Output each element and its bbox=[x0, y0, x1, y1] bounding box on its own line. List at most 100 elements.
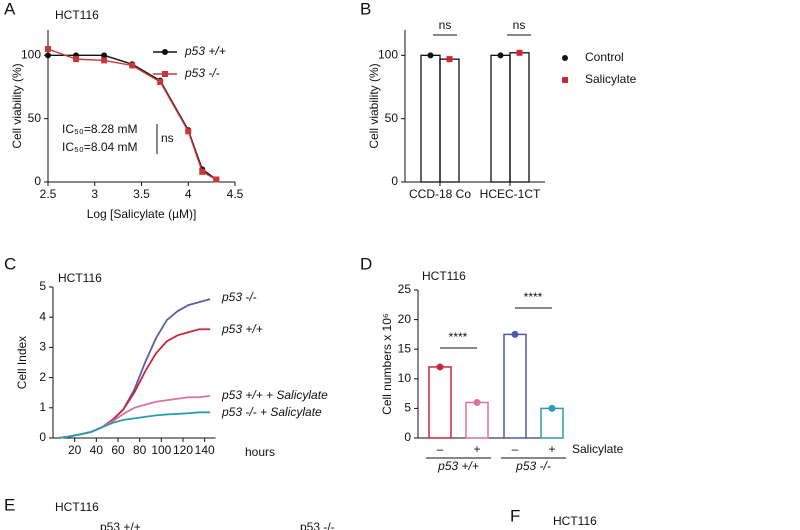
y-tick-label: 100 bbox=[21, 48, 41, 62]
x-tick-label: 20 bbox=[68, 443, 82, 457]
x-tick-label: 40 bbox=[90, 443, 104, 457]
marker bbox=[73, 56, 80, 63]
legend-label: Salicylate bbox=[585, 72, 637, 86]
y-tick-label: 20 bbox=[398, 312, 412, 326]
x-axis-label: Log [Salicylate (µM)] bbox=[87, 207, 197, 221]
y-tick-label: 15 bbox=[398, 341, 412, 355]
annotation: IC₅₀=8.04 mM bbox=[62, 140, 138, 154]
x-tick-label: 80 bbox=[133, 443, 147, 457]
marker bbox=[129, 62, 136, 69]
y-tick-label: 5 bbox=[404, 401, 411, 415]
x-axis-label: hours bbox=[245, 445, 275, 459]
line bbox=[58, 394, 211, 439]
y-tick-label: 2 bbox=[39, 370, 46, 384]
x-tick-label: HCEC-1CT bbox=[480, 187, 541, 201]
panel-subtitle: HCT116 bbox=[55, 500, 99, 514]
x-tick-label: + bbox=[548, 442, 555, 456]
marker bbox=[562, 77, 568, 83]
annotation: Salicylate bbox=[572, 442, 624, 456]
marker bbox=[473, 398, 481, 406]
x-tick-label: 120 bbox=[173, 443, 193, 457]
series-label: p53 +/+ bbox=[221, 322, 263, 336]
marker bbox=[101, 57, 108, 64]
panel-subtitle: HCT116 bbox=[553, 514, 597, 528]
panel-label: C bbox=[4, 254, 16, 273]
marker bbox=[562, 55, 568, 61]
bar bbox=[439, 58, 460, 183]
x-tick-label: CCD-18 Co bbox=[409, 187, 471, 201]
annotation: **** bbox=[449, 330, 468, 344]
marker bbox=[497, 52, 504, 59]
x-tick-label: 140 bbox=[195, 443, 215, 457]
marker bbox=[101, 52, 108, 59]
bar bbox=[540, 407, 564, 439]
marker bbox=[446, 56, 453, 63]
x-tick-label: 3 bbox=[91, 187, 98, 201]
marker bbox=[162, 71, 168, 77]
marker bbox=[427, 52, 434, 59]
annotation: ns bbox=[161, 131, 174, 145]
y-tick-label: 50 bbox=[28, 111, 42, 125]
annotation: **** bbox=[524, 290, 543, 304]
bar bbox=[428, 366, 452, 439]
marker bbox=[45, 52, 51, 59]
y-axis-label: Cell numbers x 10⁶ bbox=[380, 313, 394, 415]
panel-label: A bbox=[4, 0, 16, 18]
group-label: p53 -/- bbox=[300, 520, 335, 530]
series-label: p53 -/- bbox=[221, 290, 257, 304]
marker bbox=[548, 404, 556, 412]
x-tick-label: – bbox=[437, 442, 444, 456]
x-tick-label: 100 bbox=[151, 443, 171, 457]
panel-subtitle: HCT116 bbox=[55, 8, 99, 22]
panel-label: D bbox=[360, 254, 372, 273]
group-label: p53 -/- bbox=[515, 459, 551, 473]
bar bbox=[420, 54, 441, 183]
y-tick-label: 4 bbox=[39, 309, 46, 323]
panel-label: F bbox=[510, 506, 520, 525]
annotation: ns bbox=[513, 18, 526, 32]
marker bbox=[199, 168, 206, 175]
y-tick-label: 3 bbox=[39, 340, 46, 354]
y-tick-label: 25 bbox=[398, 282, 412, 296]
marker bbox=[516, 49, 523, 56]
panel-label: B bbox=[360, 0, 371, 18]
y-tick-label: 10 bbox=[398, 371, 412, 385]
x-tick-label: 4 bbox=[185, 187, 192, 201]
marker bbox=[511, 330, 519, 338]
x-tick-label: 60 bbox=[111, 443, 125, 457]
y-tick-label: 0 bbox=[391, 174, 398, 188]
annotation: IC₅₀=8.28 mM bbox=[62, 122, 138, 136]
y-axis-label: Cell viability (%) bbox=[367, 63, 381, 148]
y-axis-label: Cell Index bbox=[15, 336, 29, 389]
group-label: p53 +/+ bbox=[437, 459, 479, 473]
x-tick-label: – bbox=[512, 442, 519, 456]
bar bbox=[465, 401, 489, 439]
y-tick-label: 0 bbox=[404, 430, 411, 444]
y-tick-label: 0 bbox=[34, 174, 41, 188]
legend-label: Control bbox=[585, 50, 624, 64]
panel-label: E bbox=[4, 495, 15, 514]
line bbox=[58, 328, 211, 439]
marker bbox=[436, 363, 444, 371]
series-label: p53 -/- + Salicylate bbox=[221, 405, 322, 419]
marker bbox=[213, 176, 220, 183]
marker bbox=[185, 128, 192, 135]
bar bbox=[490, 54, 511, 183]
y-tick-label: 1 bbox=[39, 400, 46, 414]
x-tick-label: + bbox=[473, 442, 480, 456]
line bbox=[58, 411, 211, 439]
line bbox=[48, 54, 217, 181]
x-tick-label: 3.5 bbox=[133, 187, 150, 201]
group-label: p53 +/+ bbox=[100, 520, 141, 530]
bar bbox=[503, 333, 527, 439]
y-tick-label: 0 bbox=[39, 430, 46, 444]
x-tick-label: 4.5 bbox=[227, 187, 244, 201]
marker bbox=[45, 46, 51, 52]
bar bbox=[509, 52, 530, 183]
panel-subtitle: HCT116 bbox=[58, 271, 102, 285]
y-tick-label: 5 bbox=[39, 279, 46, 293]
series-label: p53 +/+ + Salicylate bbox=[221, 388, 328, 402]
marker bbox=[162, 49, 168, 55]
y-axis-label: Cell viability (%) bbox=[10, 63, 24, 148]
